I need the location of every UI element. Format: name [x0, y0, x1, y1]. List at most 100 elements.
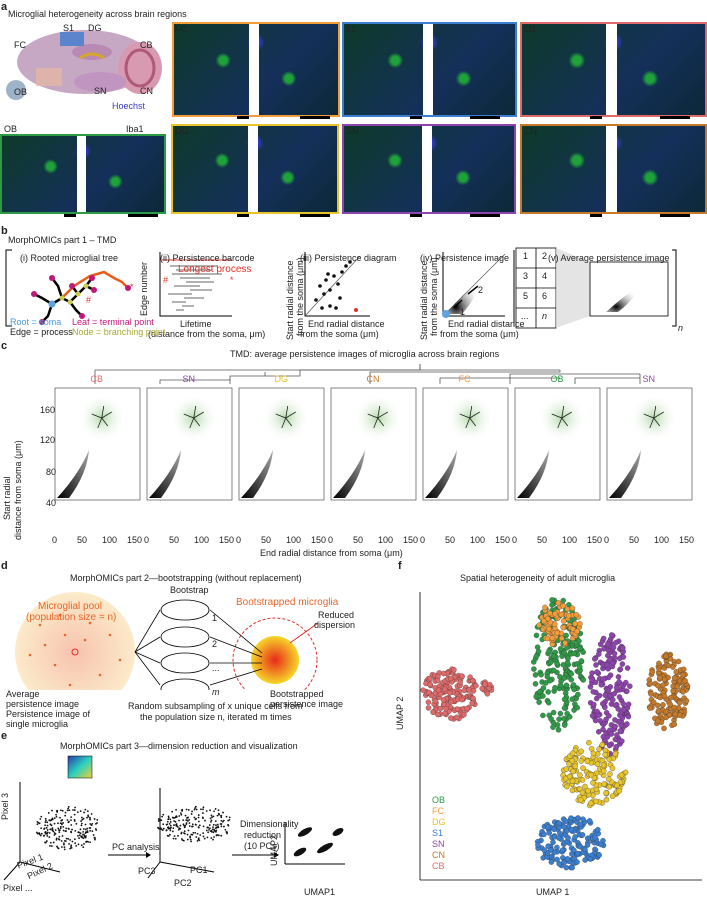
pca-point: [178, 815, 181, 817]
umap-point-dg: [569, 750, 576, 757]
pca-point: [69, 847, 72, 850]
pca-point: [182, 819, 185, 822]
pca-point: [51, 829, 54, 832]
pca-point: [215, 834, 218, 837]
umap-point-ob: [560, 597, 567, 604]
pca-point: [184, 814, 187, 817]
pca-point: [197, 814, 200, 816]
pca-point: [66, 809, 69, 812]
umap-point-sn: [592, 717, 599, 724]
pca-point: [207, 831, 210, 834]
step-barcode: (ii) Persistence barcode: [160, 253, 255, 263]
micrograph-cb: [520, 22, 707, 117]
pca-point: [95, 829, 98, 831]
pca-point: [220, 834, 223, 837]
pca-point: [95, 822, 97, 825]
umap-point-ob: [533, 632, 540, 639]
umap-legend-cn: CN: [432, 850, 445, 860]
microglia-sketch: [183, 405, 204, 429]
umap-point-fc: [545, 615, 551, 622]
pca-point: [53, 817, 56, 820]
x-tick-label: 0: [144, 535, 150, 545]
pca-point: [70, 830, 72, 833]
pca-point: [92, 834, 95, 836]
pca-point: [66, 819, 69, 821]
x-tick-label: 150: [219, 535, 235, 545]
pca-point: [67, 807, 70, 810]
umap-point-dg: [590, 750, 597, 757]
pca-point: [162, 823, 165, 826]
umap-point-cn: [670, 664, 676, 670]
pca-point: [208, 824, 211, 826]
pc3-label: PC3: [138, 866, 156, 876]
x-tick-label: 100: [102, 535, 118, 545]
pca-point: [85, 831, 87, 834]
step-average-image: (v) Average persistence image: [548, 253, 670, 263]
umap-point-s1: [561, 859, 568, 866]
umap-point-dg: [578, 748, 585, 755]
pca-point: [187, 809, 190, 811]
pca-point: [180, 813, 183, 816]
pca-point: [36, 823, 39, 826]
pca-point: [210, 829, 213, 832]
umap-legend-fc: FC: [432, 806, 444, 816]
umap-point-s1: [584, 842, 591, 848]
pca-point: [182, 839, 185, 842]
pca-point: [185, 808, 188, 811]
pca-point: [44, 821, 47, 824]
pca-point: [208, 828, 210, 831]
pca-point: [67, 837, 70, 840]
pca-point: [202, 808, 204, 811]
persistence-ridge: [425, 450, 457, 498]
pca-point: [202, 812, 204, 814]
umap-point-fc: [560, 603, 566, 609]
umap-point-ob: [547, 659, 554, 666]
subsample-label-2: the population size n, iterated m times: [140, 712, 292, 722]
micrograph-fc: [172, 22, 340, 117]
pca-point: [161, 815, 164, 818]
pca-point: [39, 834, 42, 837]
umap-point-cb: [443, 705, 449, 712]
umap-point-s1: [548, 847, 554, 853]
panel-c-ytick: 80: [46, 467, 57, 477]
umap-point-s1: [554, 856, 560, 863]
pca-point: [165, 829, 168, 832]
scale-bar: [410, 214, 422, 217]
umap-point-sn: [627, 683, 633, 689]
diagram-ylabel-1: Start radial distance: [285, 260, 295, 340]
pca-point: [79, 810, 82, 813]
grid-5: 5: [523, 291, 529, 301]
subsample-label-1: Random subsampling of x unique cells fro…: [128, 701, 303, 711]
diagram-ylabel-2: from the soma (μm): [295, 257, 305, 336]
umap-point-ob: [550, 709, 557, 716]
umap-point-dg: [584, 758, 591, 765]
umap-point-dg: [607, 771, 613, 777]
pca-point: [73, 809, 76, 811]
pca-point: [49, 841, 52, 844]
umap-point-s1: [580, 816, 586, 822]
pca-point: [206, 836, 209, 839]
pca-point: [203, 837, 206, 840]
pca-point: [212, 838, 214, 841]
umap-point-sn: [600, 701, 606, 707]
pca-point: [59, 825, 62, 828]
umap-point-s1: [572, 834, 578, 840]
pca-point: [159, 827, 162, 830]
pca-point: [70, 845, 72, 848]
panel-e-title: MorphOMICs part 3—dimension reduction an…: [60, 741, 298, 751]
x-tick-label: 0: [236, 535, 242, 545]
umap-legend-s1: S1: [432, 828, 444, 838]
panel-a-title: Microglial heterogeneity across brain re…: [8, 9, 187, 19]
umap-point-cn: [667, 694, 674, 701]
umap-point-sn: [601, 646, 607, 652]
pca-point: [86, 830, 89, 832]
x-tick-label: 50: [353, 535, 364, 545]
umap-point-cb: [484, 691, 491, 697]
pca-point: [215, 829, 218, 832]
umap-point-s1: [545, 824, 551, 830]
x-tick-label: 50: [445, 535, 456, 545]
pca-point: [46, 821, 49, 824]
pca-point: [188, 825, 191, 827]
persistence-ridge: [149, 450, 181, 498]
pca-point: [169, 821, 172, 823]
